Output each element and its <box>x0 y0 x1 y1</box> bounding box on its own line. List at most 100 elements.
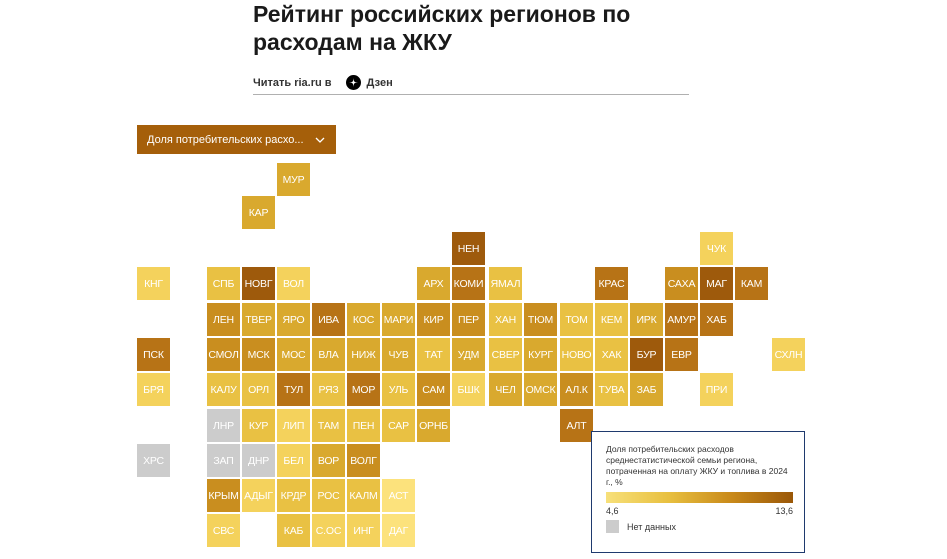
region-tile-кос[interactable]: КОС <box>347 303 380 336</box>
region-tile-уль[interactable]: УЛЬ <box>382 373 415 406</box>
region-tile-свер[interactable]: СВЕР <box>489 338 522 371</box>
legend-gradient-bar <box>606 492 793 503</box>
region-tile-пер[interactable]: ПЕР <box>452 303 485 336</box>
region-tile-схлн[interactable]: СХЛН <box>772 338 805 371</box>
region-tile-пск[interactable]: ПСК <box>137 338 170 371</box>
region-tile-тува[interactable]: ТУВА <box>595 373 628 406</box>
region-tile-том[interactable]: ТОМ <box>560 303 593 336</box>
region-tile-спб[interactable]: СПБ <box>207 267 240 300</box>
region-tile-ирк[interactable]: ИРК <box>630 303 663 336</box>
region-tile-орнб[interactable]: ОРНБ <box>417 409 450 442</box>
region-tile-ива[interactable]: ИВА <box>312 303 345 336</box>
dzen-icon[interactable] <box>345 75 361 90</box>
region-tile-вла[interactable]: ВЛА <box>312 338 345 371</box>
region-tile-зап[interactable]: ЗАП <box>207 444 240 477</box>
region-tile-крдр[interactable]: КРДР <box>277 479 310 512</box>
region-tile-с.ос[interactable]: С.ОС <box>312 514 345 547</box>
region-tile-кур[interactable]: КУР <box>242 409 275 442</box>
region-tile-ал.к[interactable]: АЛ.К <box>560 373 593 406</box>
region-tile-аст[interactable]: АСТ <box>382 479 415 512</box>
region-tile-ниж[interactable]: НИЖ <box>347 338 380 371</box>
region-tile-чел[interactable]: ЧЕЛ <box>489 373 522 406</box>
region-tile-ново[interactable]: НОВО <box>560 338 593 371</box>
region-tile-кем[interactable]: КЕМ <box>595 303 628 336</box>
region-tile-каб[interactable]: КАБ <box>277 514 310 547</box>
region-tile-хак[interactable]: ХАК <box>595 338 628 371</box>
region-tile-лип[interactable]: ЛИП <box>277 409 310 442</box>
region-tile-крым[interactable]: КРЫМ <box>207 479 240 512</box>
region-tile-арх[interactable]: АРХ <box>417 267 450 300</box>
region-tile-мари[interactable]: МАРИ <box>382 303 415 336</box>
region-tile-амур[interactable]: АМУР <box>665 303 698 336</box>
read-in-dzen-bar[interactable]: Читать ria.ru в Дзен <box>253 71 689 95</box>
region-tile-удм[interactable]: УДМ <box>452 338 485 371</box>
region-tile-лен[interactable]: ЛЕН <box>207 303 240 336</box>
region-tile-евр[interactable]: ЕВР <box>665 338 698 371</box>
region-tile-адыг[interactable]: АДЫГ <box>242 479 275 512</box>
legend: Доля потребительских расходов среднестат… <box>591 431 805 553</box>
region-tile-ряз[interactable]: РЯЗ <box>312 373 345 406</box>
region-tile-чув[interactable]: ЧУВ <box>382 338 415 371</box>
region-tile-даг[interactable]: ДАГ <box>382 514 415 547</box>
region-tile-кар[interactable]: КАР <box>242 196 275 229</box>
region-tile-нен[interactable]: НЕН <box>452 232 485 265</box>
region-tile-там[interactable]: ТАМ <box>312 409 345 442</box>
region-tile-коми[interactable]: КОМИ <box>452 267 485 300</box>
region-tile-орл[interactable]: ОРЛ <box>242 373 275 406</box>
region-tile-крас[interactable]: КРАС <box>595 267 628 300</box>
region-tile-волг[interactable]: ВОЛГ <box>347 444 380 477</box>
region-tile-яро[interactable]: ЯРО <box>277 303 310 336</box>
region-tile-новг[interactable]: НОВГ <box>242 267 275 300</box>
region-tile-свс[interactable]: СВС <box>207 514 240 547</box>
region-tile-заб[interactable]: ЗАБ <box>630 373 663 406</box>
region-tile-кам[interactable]: КАМ <box>735 267 768 300</box>
region-tile-сам[interactable]: САМ <box>417 373 450 406</box>
region-tile-при[interactable]: ПРИ <box>700 373 733 406</box>
dzen-link[interactable]: Дзен <box>366 76 393 89</box>
read-prefix: Читать ria.ru в <box>253 76 332 89</box>
region-tile-бшк[interactable]: БШК <box>452 373 485 406</box>
region-tile-рос[interactable]: РОС <box>312 479 345 512</box>
region-tile-хрс[interactable]: ХРС <box>137 444 170 477</box>
region-tile-мур[interactable]: МУР <box>277 163 310 196</box>
legend-max: 13,6 <box>775 506 793 516</box>
indicator-dropdown[interactable]: Доля потребительских расхо... <box>137 125 336 154</box>
region-tile-тюм[interactable]: ТЮМ <box>524 303 557 336</box>
region-tile-бря[interactable]: БРЯ <box>137 373 170 406</box>
region-tile-хаб[interactable]: ХАБ <box>700 303 733 336</box>
legend-nodata-label: Нет данных <box>627 521 676 532</box>
region-tile-вол[interactable]: ВОЛ <box>277 267 310 300</box>
region-tile-смол[interactable]: СМОЛ <box>207 338 240 371</box>
region-tile-калм[interactable]: КАЛМ <box>347 479 380 512</box>
region-tile-вор[interactable]: ВОР <box>312 444 345 477</box>
region-tile-калу[interactable]: КАЛУ <box>207 373 240 406</box>
region-tile-омск[interactable]: ОМСК <box>524 373 557 406</box>
region-tile-кнг[interactable]: КНГ <box>137 267 170 300</box>
region-tile-тат[interactable]: ТАТ <box>417 338 450 371</box>
nodata-swatch <box>606 520 619 533</box>
region-tile-твер[interactable]: ТВЕР <box>242 303 275 336</box>
region-tile-мос[interactable]: МОС <box>277 338 310 371</box>
region-tile-мск[interactable]: МСК <box>242 338 275 371</box>
region-tile-сар[interactable]: САР <box>382 409 415 442</box>
legend-title: Доля потребительских расходов среднестат… <box>606 444 788 487</box>
region-tile-хан[interactable]: ХАН <box>489 303 522 336</box>
region-tile-саха[interactable]: САХА <box>665 267 698 300</box>
region-tile-бел[interactable]: БЕЛ <box>277 444 310 477</box>
region-tile-лнр[interactable]: ЛНР <box>207 409 240 442</box>
region-tile-бур[interactable]: БУР <box>630 338 663 371</box>
region-tile-днр[interactable]: ДНР <box>242 444 275 477</box>
region-tile-кург[interactable]: КУРГ <box>524 338 557 371</box>
region-tile-алт[interactable]: АЛТ <box>560 409 593 442</box>
region-tile-маг[interactable]: МАГ <box>700 267 733 300</box>
region-tile-чук[interactable]: ЧУК <box>700 232 733 265</box>
region-tile-пен[interactable]: ПЕН <box>347 409 380 442</box>
page-title: Рейтинг российских регионов по расходам … <box>253 1 631 55</box>
region-tile-тул[interactable]: ТУЛ <box>277 373 310 406</box>
region-tile-кир[interactable]: КИР <box>417 303 450 336</box>
region-tile-мор[interactable]: МОР <box>347 373 380 406</box>
region-tile-ямал[interactable]: ЯМАЛ <box>489 267 522 300</box>
dropdown-label: Доля потребительских расхо... <box>147 133 304 146</box>
region-tile-инг[interactable]: ИНГ <box>347 514 380 547</box>
